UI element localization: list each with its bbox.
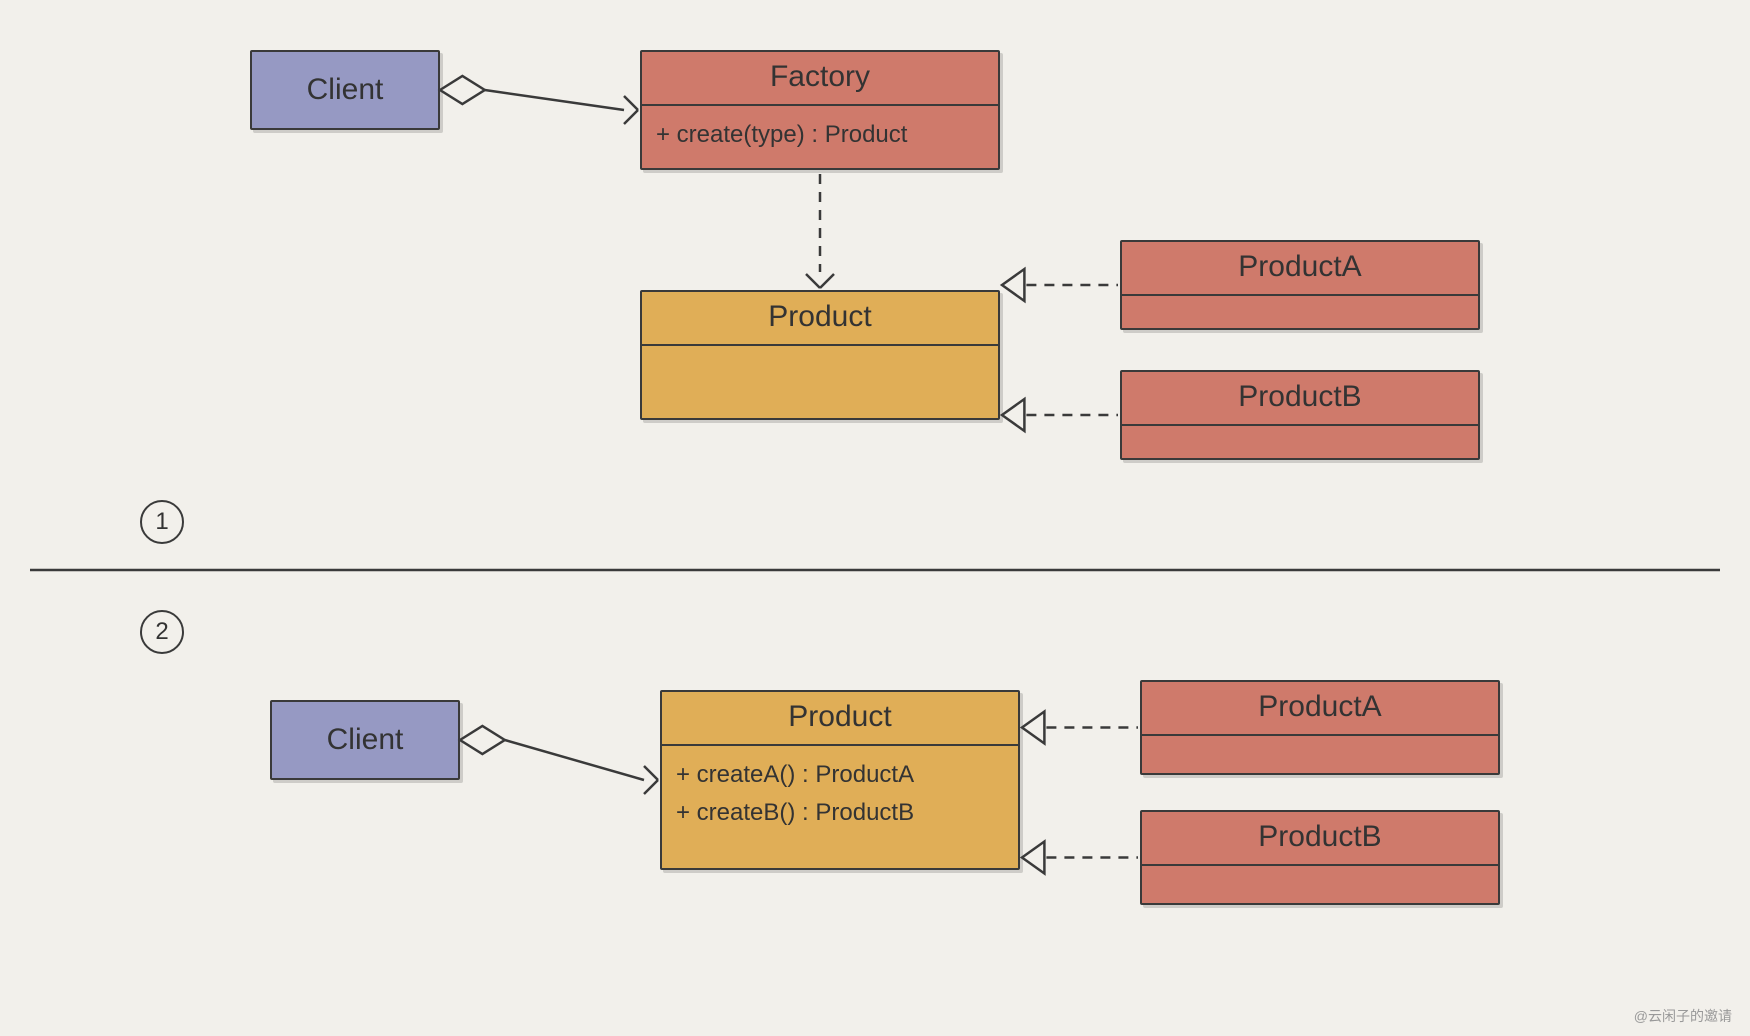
section-label-2: 2 xyxy=(140,610,184,654)
node-top-productB: ProductB xyxy=(1120,370,1480,460)
node-method: + createA() : ProductA xyxy=(676,756,1004,794)
node-title: Product xyxy=(662,692,1018,746)
node-title: ProductA xyxy=(1122,242,1478,296)
node-bottom-productA: ProductA xyxy=(1140,680,1500,775)
node-body: + create(type) : Product xyxy=(642,106,998,164)
section-label-1-text: 1 xyxy=(155,508,168,536)
node-bottom-productB: ProductB xyxy=(1140,810,1500,905)
node-title: ProductB xyxy=(1142,812,1498,866)
node-title: Factory xyxy=(642,52,998,106)
node-body xyxy=(642,346,998,366)
node-title: ProductB xyxy=(1122,372,1478,426)
node-method: + create(type) : Product xyxy=(656,116,984,154)
section-label-1: 1 xyxy=(140,500,184,544)
node-title: Product xyxy=(642,292,998,346)
section-label-2-text: 2 xyxy=(155,618,168,646)
node-title: ProductA xyxy=(1142,682,1498,736)
node-body xyxy=(1142,736,1498,756)
node-method: + createB() : ProductB xyxy=(676,794,1004,832)
node-top-product: Product xyxy=(640,290,1000,420)
node-top-client: Client xyxy=(250,50,440,130)
node-body xyxy=(1122,296,1478,316)
node-title: Client xyxy=(272,702,458,778)
node-top-productA: ProductA xyxy=(1120,240,1480,330)
diagram-canvas: Client Factory + create(type) : Product Pro… xyxy=(0,0,1750,1036)
watermark: @云闲子的邀请 xyxy=(1634,1006,1732,1026)
node-body: + createA() : ProductA+ createB() : Prod… xyxy=(662,746,1018,843)
node-top-factory: Factory + create(type) : Product xyxy=(640,50,1000,170)
node-title: Client xyxy=(252,52,438,128)
node-body xyxy=(1142,866,1498,886)
node-bottom-client: Client xyxy=(270,700,460,780)
node-bottom-product: Product+ createA() : ProductA+ createB()… xyxy=(660,690,1020,870)
node-body xyxy=(1122,426,1478,446)
